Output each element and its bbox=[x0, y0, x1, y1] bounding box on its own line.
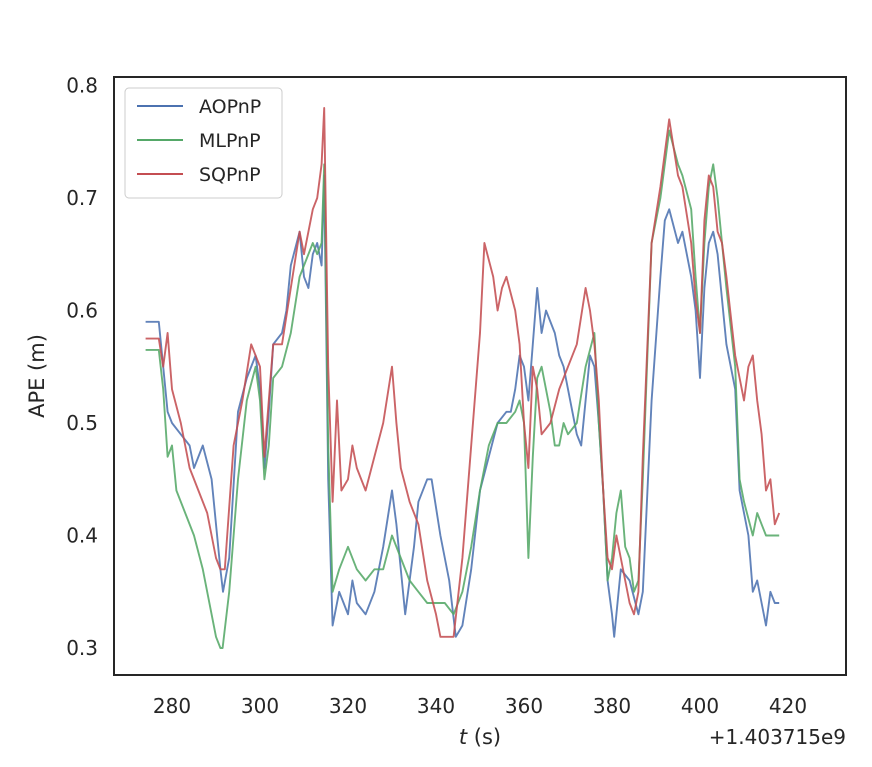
legend-label-mlpnp: MLPnP bbox=[199, 130, 261, 152]
y-tick-label: 0.4 bbox=[66, 524, 98, 548]
y-tick-label: 0.7 bbox=[66, 186, 98, 210]
x-tick-label: 340 bbox=[417, 694, 455, 718]
y-tick-label: 0.3 bbox=[66, 636, 98, 660]
x-tick-label: 320 bbox=[329, 694, 367, 718]
legend-label-aopnp: AOPnP bbox=[199, 96, 261, 118]
series-line-mlpnp bbox=[145, 129, 780, 649]
x-tick-label: 420 bbox=[769, 694, 807, 718]
x-tick-label: 400 bbox=[681, 694, 719, 718]
plot-lines bbox=[145, 107, 781, 649]
legend: AOPnP MLPnP SQPnP bbox=[124, 87, 283, 199]
x-axis-offset-label: +1.403715e9 bbox=[709, 725, 846, 749]
x-axis-label: t (s) bbox=[459, 725, 501, 749]
y-tick-label: 0.6 bbox=[66, 299, 98, 323]
x-tick-label: 380 bbox=[593, 694, 631, 718]
y-tick-label: 0.8 bbox=[66, 74, 98, 98]
y-tick-label: 0.5 bbox=[66, 411, 98, 435]
legend-label-sqpnp: SQPnP bbox=[199, 164, 261, 186]
legend-box bbox=[124, 87, 283, 199]
x-tick-label: 300 bbox=[241, 694, 279, 718]
x-tick-label: 280 bbox=[153, 694, 191, 718]
x-tick-label: 360 bbox=[505, 694, 543, 718]
plot-frame bbox=[113, 76, 847, 676]
ticks: 280 300 320 340 360 380 400 420 0.3 0.4 0.5 0.6 0.7 0… bbox=[66, 74, 807, 719]
y-axis-label: APE (m) bbox=[25, 334, 49, 418]
series-line-sqpnp bbox=[145, 107, 781, 638]
